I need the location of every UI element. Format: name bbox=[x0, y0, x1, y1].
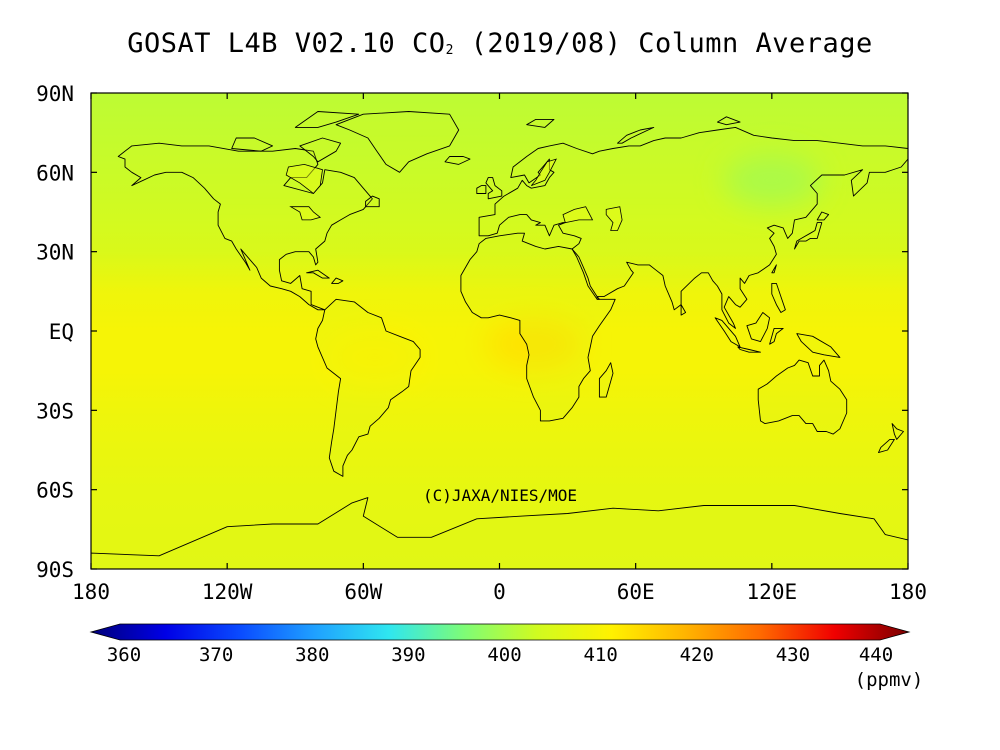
landmass-borneo bbox=[746, 312, 771, 343]
lon-label: 60E bbox=[617, 580, 655, 604]
landmass-great-britain bbox=[485, 177, 503, 200]
concentration-anomaly bbox=[723, 154, 820, 207]
water-baltic-sea bbox=[530, 158, 557, 186]
landmass-philippines bbox=[771, 282, 786, 313]
landmass-africa bbox=[460, 232, 616, 422]
lon-label: 120E bbox=[747, 580, 798, 604]
colorbar-tick-label: 430 bbox=[776, 644, 810, 666]
colorbar-tick-label: 420 bbox=[680, 644, 714, 666]
lon-label: 180 bbox=[72, 580, 110, 604]
landmass-australia bbox=[757, 359, 848, 435]
landmass-north-america bbox=[117, 142, 373, 311]
landmass-ireland bbox=[476, 185, 487, 194]
landmass-baffin bbox=[299, 137, 342, 163]
colorbar-tick-label: 360 bbox=[107, 644, 141, 666]
landmass-taiwan bbox=[771, 264, 777, 274]
landmass-cuba bbox=[306, 269, 330, 279]
landmass-newfoundland bbox=[365, 195, 380, 208]
map-area bbox=[91, 93, 908, 569]
colorbar-scale bbox=[89, 623, 911, 641]
landmass-japan bbox=[794, 222, 823, 250]
water-black-sea bbox=[562, 206, 594, 224]
colorbar-tick-label: 390 bbox=[391, 644, 425, 666]
colorbar-unit: (ppmv) bbox=[855, 669, 924, 691]
concentration-anomaly bbox=[485, 318, 582, 371]
colorbar-ticks: 360 370 380 390 400 410 420 430 440 bbox=[107, 644, 893, 666]
landmass-hokkaido bbox=[816, 211, 830, 221]
lon-label: 60W bbox=[344, 580, 382, 604]
lat-label: 30S bbox=[36, 399, 74, 423]
landmass-south-america bbox=[315, 298, 421, 477]
longitude-axis: 180 120W 60W 0 60E 120E 180 bbox=[72, 93, 927, 604]
landmass-hispaniola bbox=[331, 277, 344, 284]
landmass-sulawesi bbox=[769, 327, 784, 345]
water-hudson-bay bbox=[285, 163, 323, 195]
latitude-axis: 90N 60N 30N EQ 30S 60S 90S bbox=[36, 82, 908, 582]
lon-label: 0 bbox=[493, 580, 506, 604]
landmass-svalbard bbox=[526, 118, 555, 128]
colorbar-tick-label: 410 bbox=[583, 644, 617, 666]
lat-label: 60S bbox=[36, 479, 74, 503]
landmass-new-zealand-n bbox=[891, 423, 904, 440]
landmass-madagascar bbox=[598, 362, 614, 398]
water-caspian-sea bbox=[605, 206, 623, 231]
landmass-antarctica bbox=[91, 497, 908, 569]
landmass-ellesmere bbox=[294, 111, 360, 128]
lon-label: 180 bbox=[889, 580, 927, 604]
copyright-credit: (C)JAXA/NIES/MOE bbox=[423, 486, 577, 505]
landmass-new-zealand-s bbox=[878, 438, 895, 454]
landmass-java bbox=[737, 346, 761, 353]
lat-label: 90N bbox=[36, 82, 74, 106]
colorbar-tick-label: 380 bbox=[295, 644, 329, 666]
landmass-victoria-island bbox=[231, 137, 274, 152]
landmass-severnaya bbox=[716, 116, 741, 126]
lat-label: 30N bbox=[36, 241, 74, 265]
landmass-sri-lanka bbox=[680, 304, 687, 316]
figure-title: GOSAT L4B V02.10 CO2 (2019/08) Column Av… bbox=[127, 28, 873, 59]
landmass-sumatra bbox=[714, 317, 741, 348]
landmass-eurasia bbox=[478, 126, 908, 329]
concentration-anomaly bbox=[326, 331, 423, 384]
colorbar-tick-label: 400 bbox=[487, 644, 521, 666]
colorbar-tick-label: 440 bbox=[859, 644, 893, 666]
landmass-greenland bbox=[335, 111, 460, 173]
lat-label: EQ bbox=[49, 320, 74, 344]
colorbar: 360 370 380 390 400 410 420 430 440 (ppmv) bbox=[89, 623, 924, 691]
landmass-new-guinea bbox=[796, 333, 841, 358]
landmass-novaya-zemlya bbox=[617, 126, 655, 144]
colorbar-tick-label: 370 bbox=[199, 644, 233, 666]
landmass-iceland bbox=[444, 156, 471, 165]
landmass-arabia-gap bbox=[596, 296, 600, 300]
lat-label: 60N bbox=[36, 161, 74, 185]
anomaly-layer bbox=[326, 154, 820, 384]
continents bbox=[91, 111, 908, 569]
water-great-lakes bbox=[289, 206, 322, 221]
lon-label: 120W bbox=[202, 580, 253, 604]
lat-label: 90S bbox=[36, 558, 74, 582]
